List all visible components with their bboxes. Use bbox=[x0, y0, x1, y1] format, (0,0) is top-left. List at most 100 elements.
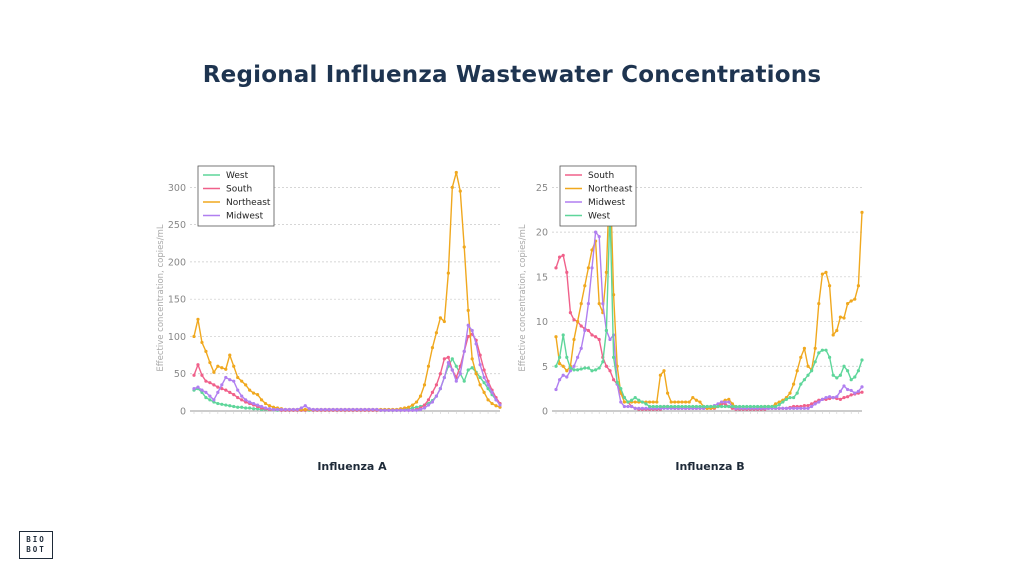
data-point-west bbox=[748, 404, 752, 409]
data-point-northeast bbox=[248, 388, 252, 392]
data-point-south bbox=[561, 253, 565, 257]
data-point-midwest bbox=[860, 385, 864, 389]
data-point-midwest bbox=[572, 364, 576, 368]
data-point-west bbox=[792, 395, 796, 400]
data-point-west bbox=[698, 404, 702, 409]
y-tick-label: 25 bbox=[536, 183, 548, 194]
data-point-midwest bbox=[442, 375, 446, 380]
data-point-west bbox=[853, 375, 857, 379]
data-point-midwest bbox=[387, 408, 391, 412]
data-point-northeast bbox=[224, 367, 228, 371]
data-point-west bbox=[709, 404, 713, 409]
data-point-northeast bbox=[684, 400, 688, 404]
data-point-midwest bbox=[466, 323, 470, 327]
data-point-northeast bbox=[434, 331, 439, 335]
data-point-northeast bbox=[232, 364, 236, 368]
data-point-northeast bbox=[490, 401, 494, 406]
data-point-midwest bbox=[450, 368, 454, 372]
data-point-midwest bbox=[622, 404, 626, 409]
data-point-northeast bbox=[482, 390, 486, 394]
data-point-midwest bbox=[842, 384, 846, 388]
data-point-south bbox=[579, 324, 583, 328]
data-point-midwest bbox=[474, 342, 478, 346]
data-point-midwest bbox=[407, 408, 411, 412]
data-point-northeast bbox=[597, 302, 601, 306]
data-point-midwest bbox=[558, 378, 562, 382]
series-line-midwest bbox=[193, 324, 501, 411]
data-point-midwest bbox=[470, 328, 474, 333]
legend-label: West bbox=[226, 171, 249, 181]
data-point-west bbox=[781, 400, 785, 404]
data-point-midwest bbox=[828, 395, 832, 399]
data-point-northeast bbox=[817, 302, 821, 306]
data-point-west bbox=[568, 366, 572, 370]
data-point-midwest bbox=[486, 383, 490, 387]
data-point-west bbox=[669, 404, 673, 409]
data-point-west bbox=[637, 398, 641, 402]
data-point-south bbox=[806, 404, 810, 408]
data-point-south bbox=[838, 397, 842, 401]
data-point-west bbox=[410, 406, 415, 410]
data-point-west bbox=[741, 404, 745, 409]
data-point-northeast bbox=[633, 400, 637, 404]
data-point-west bbox=[615, 380, 619, 384]
legend-label: West bbox=[588, 212, 611, 222]
data-point-midwest bbox=[799, 406, 803, 410]
data-point-northeast bbox=[802, 346, 806, 350]
data-point-midwest bbox=[228, 378, 232, 382]
influenza-b-chart: 0 5 10 15 20 25 Effective concentration, copie… bbox=[518, 165, 864, 418]
data-point-northeast bbox=[561, 364, 565, 368]
data-point-south bbox=[565, 270, 569, 274]
data-point-midwest bbox=[430, 400, 435, 404]
data-point-midwest bbox=[438, 387, 442, 391]
data-point-northeast bbox=[228, 353, 232, 357]
data-point-west bbox=[561, 333, 565, 337]
data-point-south bbox=[224, 388, 228, 392]
data-point-northeast bbox=[612, 293, 616, 297]
data-point-south bbox=[208, 381, 212, 385]
data-point-west bbox=[228, 404, 232, 408]
data-point-midwest bbox=[371, 407, 375, 412]
data-point-west bbox=[648, 404, 652, 409]
data-point-midwest bbox=[586, 302, 590, 306]
data-point-midwest bbox=[220, 383, 224, 387]
data-point-midwest bbox=[267, 407, 272, 411]
data-point-midwest bbox=[846, 387, 850, 392]
data-point-northeast bbox=[474, 372, 478, 376]
data-point-south bbox=[236, 395, 240, 400]
data-point-midwest bbox=[820, 397, 824, 401]
data-point-south bbox=[466, 334, 470, 339]
data-point-northeast bbox=[414, 400, 419, 404]
data-point-west bbox=[795, 391, 799, 395]
series-line-midwest bbox=[555, 231, 863, 410]
data-point-west bbox=[691, 404, 695, 409]
data-point-northeast bbox=[208, 360, 212, 365]
data-point-south bbox=[590, 333, 594, 337]
data-point-northeast bbox=[648, 400, 652, 404]
legend-label: South bbox=[588, 171, 614, 181]
data-point-west bbox=[666, 404, 670, 409]
data-point-west bbox=[734, 404, 738, 409]
data-point-northeast bbox=[240, 379, 244, 383]
y-axis-label: Effective concentration, copies/mL bbox=[156, 224, 166, 371]
data-point-northeast bbox=[255, 393, 260, 397]
data-point-midwest bbox=[236, 388, 240, 392]
data-point-south bbox=[554, 266, 558, 270]
data-point-northeast bbox=[558, 361, 562, 366]
data-point-midwest bbox=[626, 404, 630, 409]
data-point-west bbox=[820, 348, 824, 352]
data-point-northeast bbox=[856, 284, 860, 288]
data-point-west bbox=[633, 395, 637, 400]
data-point-south bbox=[860, 390, 864, 394]
data-point-west bbox=[817, 351, 821, 355]
data-point-midwest bbox=[303, 404, 307, 408]
data-point-midwest bbox=[240, 394, 244, 398]
data-point-west bbox=[849, 378, 853, 382]
data-point-northeast bbox=[236, 375, 240, 380]
data-point-west bbox=[651, 404, 655, 409]
data-point-west bbox=[860, 358, 864, 362]
data-point-northeast bbox=[792, 382, 796, 386]
data-point-south bbox=[434, 383, 439, 387]
data-point-west bbox=[655, 404, 659, 409]
data-point-midwest bbox=[204, 390, 208, 394]
